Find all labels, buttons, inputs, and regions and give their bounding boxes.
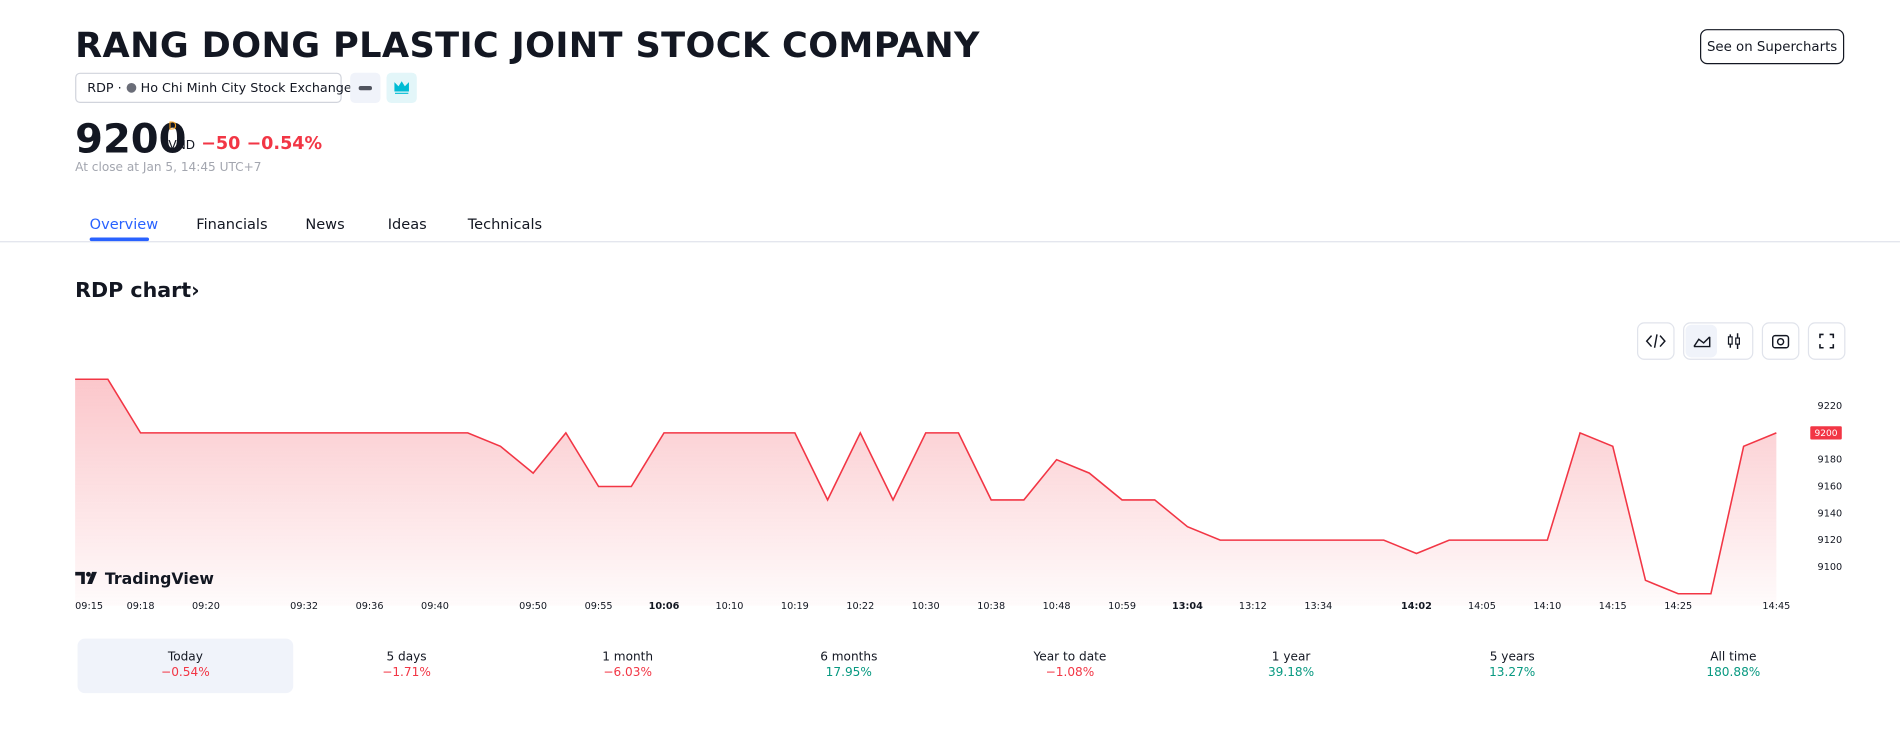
price: 9200: [75, 115, 187, 163]
icon: [394, 81, 409, 94]
x-tick-label: 14:15: [1599, 601, 1627, 612]
period-change: 180.88%: [1706, 666, 1761, 680]
company-title: RANG DONG PLASTIC JOINT STOCK COMPANY: [75, 24, 980, 66]
brand-logo: [75, 571, 97, 585]
period-change: −0.54%: [161, 666, 210, 680]
x-tick-label: 14:05: [1468, 601, 1496, 612]
tab[interactable]: Technicals: [467, 215, 543, 233]
period-card[interactable]: 5 days −1.71%: [299, 639, 515, 694]
period-change: 13.27%: [1489, 666, 1536, 680]
y-tick-label: 9160: [1818, 481, 1843, 492]
icon: [1819, 333, 1835, 349]
period-card[interactable]: 5 years 13.27%: [1404, 639, 1620, 694]
period-label: 1 year: [1271, 650, 1311, 665]
period-label: All time: [1710, 650, 1757, 665]
period-card[interactable]: Today −0.54%: [77, 638, 294, 694]
x-tick-label: 10:59: [1108, 601, 1136, 612]
x-tick-label: 09:32: [290, 601, 318, 612]
x-tick-label: 10:06: [649, 601, 680, 612]
snapshot-button[interactable]: [1761, 322, 1800, 360]
y-tick-label: 9220: [1818, 401, 1843, 412]
supercharts-button[interactable]: See on Supercharts: [1700, 29, 1845, 65]
x-tick-label: 10:48: [1043, 601, 1071, 612]
tab[interactable]: Overview: [89, 215, 159, 233]
tab[interactable]: Ideas: [387, 215, 427, 233]
close-note: At close at Jan 5, 14:45 UTC+7: [75, 161, 262, 175]
symbol: RDP: [87, 81, 114, 96]
period-change: 17.95%: [825, 666, 872, 680]
chart: 9100912091409160918092009220920009:1509:…: [75, 378, 1843, 612]
x-tick-label: 09:40: [421, 601, 449, 612]
symbol-pill[interactable]: RDP · Ho Chi Minh City Stock Exchange: [75, 72, 352, 103]
fullscreen-button[interactable]: [1807, 322, 1846, 360]
x-tick-label: 14:02: [1401, 601, 1432, 612]
y-tick-label: 9100: [1818, 562, 1843, 573]
x-tick-label: 14:10: [1533, 601, 1561, 612]
x-tick-label: 14:25: [1664, 601, 1692, 612]
embed-button[interactable]: [1637, 322, 1675, 360]
x-tick-label: 13:34: [1304, 601, 1332, 612]
y-tick-label: 9120: [1818, 535, 1843, 546]
x-tick-label: 09:15: [75, 601, 103, 612]
flag-button[interactable]: [350, 72, 381, 103]
price-change: −50 −0.54%: [201, 134, 322, 153]
x-tick-label: 14:45: [1762, 601, 1790, 612]
period-label: Year to date: [1033, 650, 1107, 665]
period-label: 5 days: [386, 650, 427, 665]
period-card[interactable]: 6 months 17.95%: [741, 639, 957, 694]
exchange: Ho Chi Minh City Stock Exchange: [140, 81, 352, 96]
period-card[interactable]: 1 year 39.18%: [1183, 639, 1399, 694]
change: −50: [201, 134, 241, 154]
x-tick-label: 09:50: [519, 601, 547, 612]
period-card[interactable]: All time 180.88%: [1625, 639, 1841, 694]
period-card[interactable]: 1 month −6.03%: [520, 639, 736, 694]
y-tick-label: 9140: [1818, 508, 1843, 519]
currency: VND: [168, 139, 196, 153]
x-tick-label: 10:22: [846, 601, 874, 612]
area: [75, 379, 1777, 606]
icon: [1645, 334, 1666, 348]
icon: [358, 86, 372, 91]
section-title[interactable]: RDP chart›: [75, 278, 200, 303]
period-change: −1.71%: [382, 666, 431, 680]
icon: [1771, 334, 1790, 349]
change-pct: −0.54%: [246, 134, 323, 154]
x-tick-label: 09:18: [127, 601, 155, 612]
last-price-badge: [1810, 426, 1842, 440]
x-tick-label: 13:12: [1239, 601, 1267, 612]
brand: TradingView: [75, 571, 214, 589]
y-tick-label: 9180: [1818, 455, 1843, 466]
period-change: 39.18%: [1267, 666, 1315, 680]
period-label: 6 months: [820, 650, 878, 665]
tab[interactable]: Financials: [196, 215, 268, 233]
x-tick-label: 09:20: [192, 601, 220, 612]
x-tick-label: 09:36: [356, 601, 384, 612]
exchange-icon: [126, 83, 136, 93]
divider: [0, 241, 1900, 243]
price-flag: D: [168, 121, 177, 134]
x-tick-label: 10:19: [781, 601, 809, 612]
period-change: −1.08%: [1045, 666, 1095, 680]
last-price-label: 9200: [1814, 429, 1837, 439]
period-card[interactable]: Year to date −1.08%: [962, 639, 1178, 694]
x-tick-label: 10:10: [715, 601, 743, 612]
x-tick-label: 10:30: [912, 601, 940, 612]
chart-style-group: [1683, 322, 1754, 360]
x-tick-label: 13:04: [1172, 601, 1203, 612]
period-label: 5 years: [1489, 650, 1535, 665]
period-label: Today: [167, 650, 203, 665]
x-tick-label: 09:55: [585, 601, 613, 612]
price-line: [75, 378, 1777, 595]
brand-name: TradingView: [104, 570, 214, 589]
x-tick-label: 10:38: [977, 601, 1005, 612]
active-tab-indicator: [89, 237, 150, 242]
period-change: −6.03%: [603, 666, 652, 680]
period-label: 1 month: [602, 650, 654, 665]
tab[interactable]: News: [305, 215, 345, 233]
crown-button[interactable]: [386, 72, 417, 103]
icon: [1685, 324, 1741, 358]
